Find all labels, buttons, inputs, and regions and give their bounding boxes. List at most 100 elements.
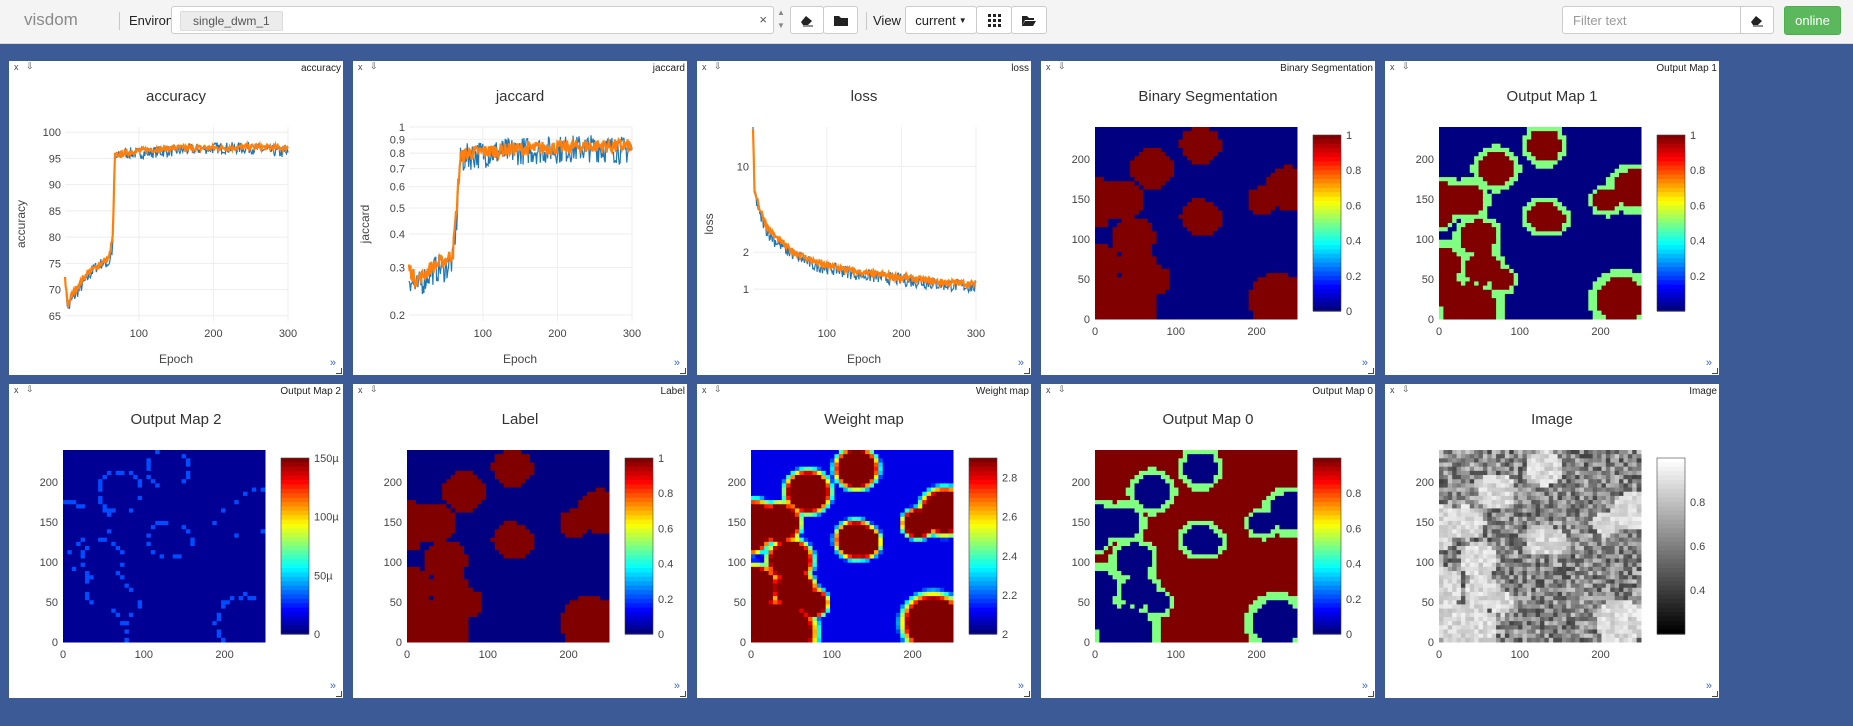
expand-icon[interactable]: » bbox=[1017, 357, 1024, 369]
plot-loss: loss 100 200 300 1 2 10 Epoch loss bbox=[702, 88, 985, 366]
close-pane-icon[interactable]: x bbox=[358, 62, 363, 72]
y-tick-label: 1 bbox=[399, 122, 405, 134]
manage-views-button[interactable] bbox=[1011, 6, 1047, 34]
expand-icon[interactable]: » bbox=[673, 357, 680, 369]
plot-title: Output Map 0 bbox=[1163, 411, 1254, 428]
download-pane-icon[interactable]: ⇩ bbox=[714, 61, 722, 71]
pane-outmap2[interactable]: x ⇩ Output Map 2 » Output Map 2 0 100 200 0 50 100… bbox=[9, 384, 343, 698]
download-pane-icon[interactable]: ⇩ bbox=[26, 384, 34, 394]
environment-stepper[interactable]: ▲ ▼ bbox=[774, 6, 788, 34]
view-dropdown[interactable]: current ▼ bbox=[905, 6, 977, 34]
resize-handle[interactable] bbox=[336, 368, 342, 374]
download-pane-icon[interactable]: ⇩ bbox=[370, 384, 378, 394]
environment-tag[interactable]: single_dwm_1 bbox=[180, 11, 283, 31]
colorbar bbox=[1312, 457, 1342, 635]
resize-handle[interactable] bbox=[1024, 368, 1030, 374]
close-pane-icon[interactable]: x bbox=[1390, 62, 1395, 72]
pane-binseg[interactable]: x ⇩ Binary Segmentation » Binary Segmentatio… bbox=[1041, 61, 1375, 375]
connection-status-button[interactable]: online bbox=[1784, 6, 1841, 35]
pane-label[interactable]: x ⇩ Label » Label 0 100 200 0 50 100 150 200 0 0.2 0.4 0… bbox=[353, 384, 687, 698]
x-tick-label: 0 bbox=[1436, 649, 1442, 661]
close-pane-icon[interactable]: x bbox=[14, 62, 19, 72]
expand-icon[interactable]: » bbox=[329, 680, 336, 692]
colorbar-tick-label: 0.6 bbox=[1346, 200, 1361, 212]
x-tick-label: 200 bbox=[1247, 326, 1265, 338]
plot-title: Output Map 2 bbox=[131, 411, 222, 428]
clear-env-button[interactable] bbox=[790, 6, 824, 34]
expand-icon[interactable]: » bbox=[673, 680, 680, 692]
download-pane-icon[interactable]: ⇩ bbox=[1058, 384, 1066, 394]
plot-title: loss bbox=[851, 88, 878, 105]
colorbar-tick-label: 0.6 bbox=[1690, 200, 1705, 212]
filter-input[interactable] bbox=[1562, 6, 1741, 34]
manage-env-button[interactable] bbox=[823, 6, 858, 34]
close-pane-icon[interactable]: x bbox=[1046, 62, 1051, 72]
expand-icon[interactable]: » bbox=[1361, 357, 1368, 369]
colorbar-tick-label: 0 bbox=[658, 629, 664, 641]
pane-name: Weight map bbox=[975, 386, 1029, 397]
pane-image[interactable]: x ⇩ Image » Image 0 100 200 0 50 100 150 200 0.4 0.6 0.… bbox=[1385, 384, 1719, 698]
resize-handle[interactable] bbox=[1368, 368, 1374, 374]
clear-environment-icon[interactable]: × bbox=[759, 12, 767, 27]
clear-filter-button[interactable] bbox=[1740, 6, 1774, 34]
plot-title: Image bbox=[1531, 411, 1573, 428]
pane-loss[interactable]: x ⇩ loss » loss 100 200 300 1 2 10 Epoch loss bbox=[697, 61, 1031, 375]
expand-icon[interactable]: » bbox=[329, 357, 336, 369]
environment-select[interactable]: single_dwm_1 × bbox=[171, 6, 774, 34]
plot-label: Label 0 100 200 0 50 100 150 200 0 0.2 0.4 0.6 0.8 1 bbox=[384, 411, 674, 661]
y-tick-label: 100 bbox=[1072, 234, 1090, 246]
y-tick-label: 0.9 bbox=[390, 134, 405, 146]
colorbar bbox=[280, 457, 310, 635]
y-tick-label: 0 bbox=[1428, 314, 1434, 326]
chevron-down-icon[interactable]: ▼ bbox=[777, 21, 785, 30]
y-tick-label: 100 bbox=[40, 557, 58, 569]
expand-icon[interactable]: » bbox=[1705, 680, 1712, 692]
expand-icon[interactable]: » bbox=[1361, 680, 1368, 692]
x-axis-label: Epoch bbox=[847, 352, 881, 366]
pane-weightmap[interactable]: x ⇩ Weight map » Weight map 0 100 200 0 50 100 150 2… bbox=[697, 384, 1031, 698]
pane-outmap0[interactable]: x ⇩ Output Map 0 » Output Map 0 0 100 200 0 50 100… bbox=[1041, 384, 1375, 698]
top-toolbar: visdom Environment single_dwm_1 × ▲ ▼ Vi… bbox=[0, 0, 1853, 44]
pane-name: Label bbox=[660, 386, 685, 397]
expand-icon[interactable]: » bbox=[1017, 680, 1024, 692]
pane-name: Binary Segmentation bbox=[1280, 63, 1373, 74]
close-pane-icon[interactable]: x bbox=[14, 385, 19, 395]
close-pane-icon[interactable]: x bbox=[358, 385, 363, 395]
chevron-up-icon[interactable]: ▲ bbox=[777, 8, 785, 17]
x-tick-label: 100 bbox=[1511, 649, 1529, 661]
expand-icon[interactable]: » bbox=[1705, 357, 1712, 369]
y-tick-label: 100 bbox=[1416, 557, 1434, 569]
resize-handle[interactable] bbox=[680, 368, 686, 374]
download-pane-icon[interactable]: ⇩ bbox=[370, 61, 378, 71]
resize-handle[interactable] bbox=[1024, 691, 1030, 697]
pane-name: Output Map 2 bbox=[280, 386, 341, 397]
download-pane-icon[interactable]: ⇩ bbox=[1402, 61, 1410, 71]
close-pane-icon[interactable]: x bbox=[1046, 385, 1051, 395]
download-pane-icon[interactable]: ⇩ bbox=[714, 384, 722, 394]
y-tick-label: 0.4 bbox=[390, 229, 405, 241]
resize-handle[interactable] bbox=[1712, 368, 1718, 374]
download-pane-icon[interactable]: ⇩ bbox=[1402, 384, 1410, 394]
close-pane-icon[interactable]: x bbox=[702, 385, 707, 395]
resize-handle[interactable] bbox=[680, 691, 686, 697]
y-tick-label: 150 bbox=[728, 517, 746, 529]
resize-handle[interactable] bbox=[336, 691, 342, 697]
pane-name: Output Map 0 bbox=[1312, 386, 1373, 397]
heatmap-cells bbox=[1439, 450, 1642, 643]
pane-outmap1[interactable]: x ⇩ Output Map 1 » Output Map 1 0 100 200 0 50 100… bbox=[1385, 61, 1719, 375]
colorbar-tick-label: 2.2 bbox=[1002, 590, 1017, 602]
pane-jaccard[interactable]: x ⇩ jaccard » jaccard 100 200 300 0.2 0.3 0.4 0.5 0.… bbox=[353, 61, 687, 375]
resize-handle[interactable] bbox=[1712, 691, 1718, 697]
repack-button[interactable] bbox=[976, 6, 1012, 34]
pane-name: Output Map 1 bbox=[1656, 63, 1717, 74]
close-pane-icon[interactable]: x bbox=[1390, 385, 1395, 395]
y-tick-label: 200 bbox=[40, 477, 58, 489]
download-pane-icon[interactable]: ⇩ bbox=[26, 61, 34, 71]
close-pane-icon[interactable]: x bbox=[702, 62, 707, 72]
y-tick-label: 100 bbox=[1072, 557, 1090, 569]
download-pane-icon[interactable]: ⇩ bbox=[1058, 61, 1066, 71]
series-line bbox=[407, 136, 633, 290]
resize-handle[interactable] bbox=[1368, 691, 1374, 697]
series-line bbox=[408, 135, 633, 295]
pane-accuracy[interactable]: x ⇩ accuracy » accuracy 100 200 300 65 70 75 80 85 90… bbox=[9, 61, 343, 375]
